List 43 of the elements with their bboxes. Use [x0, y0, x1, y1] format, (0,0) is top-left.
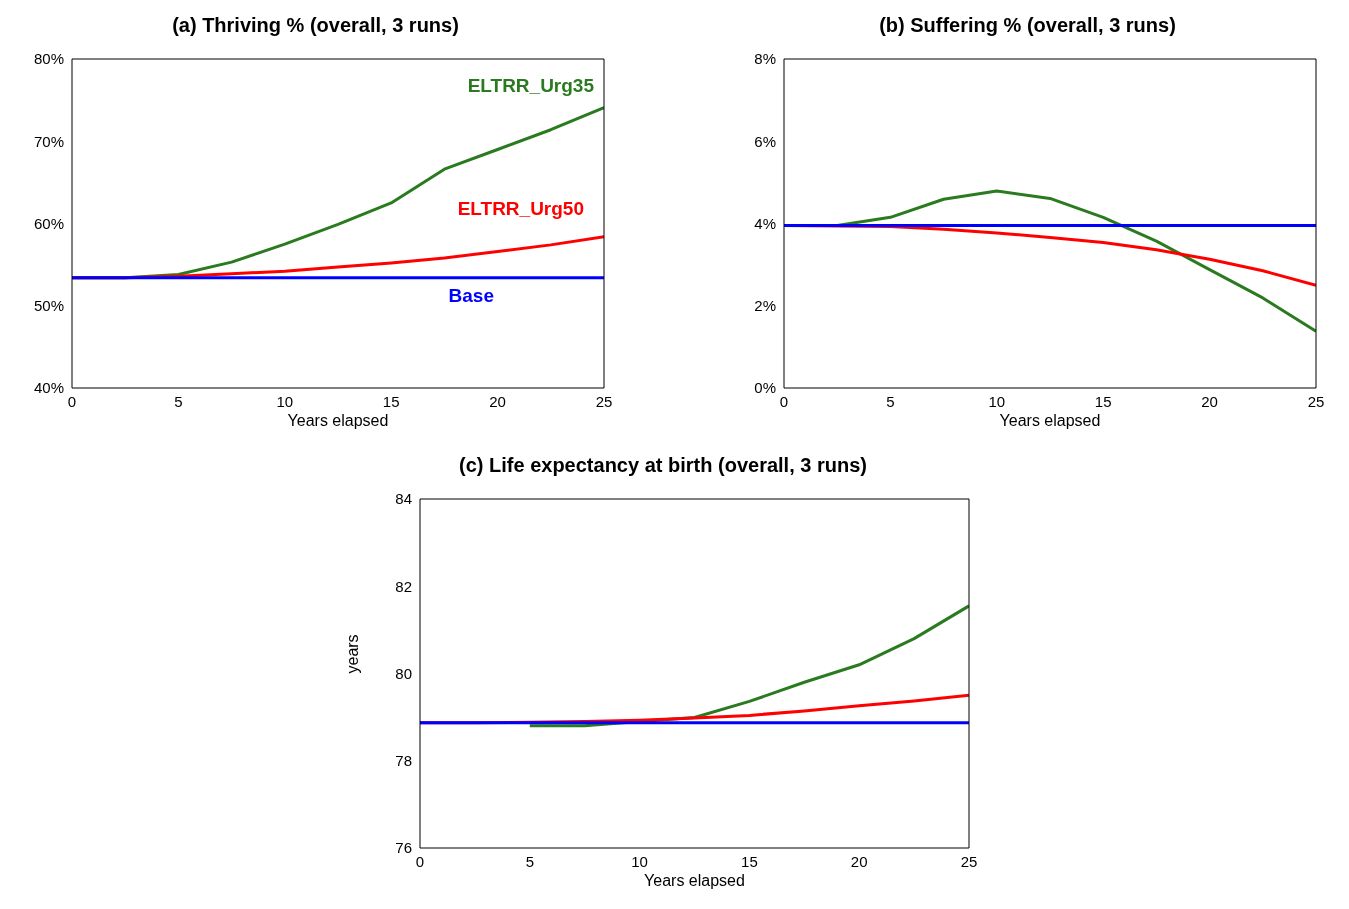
- x-tick-label: 20: [850, 852, 868, 870]
- chart-title: (a) Thriving % (overall, 3 runs): [171, 13, 460, 38]
- series-label: ELTRR_Urg35: [467, 74, 595, 96]
- x-tick-label: 20: [489, 392, 506, 410]
- x-tick-label: 10: [276, 392, 294, 410]
- y-tick-label: 8%: [754, 50, 776, 68]
- x-axis-title: Years elapsed: [644, 872, 745, 889]
- y-tick-label: 84: [395, 490, 412, 508]
- y-tick-label: 82: [395, 577, 412, 595]
- x-tick-label: 5: [886, 392, 895, 410]
- x-tick-label: 15: [1094, 392, 1112, 410]
- y-tick-label: 78: [395, 752, 412, 770]
- x-tick-label: 15: [741, 852, 758, 870]
- y-tick-label: 76: [395, 839, 412, 857]
- y-tick-label: 60%: [33, 214, 64, 232]
- x-tick-label: 5: [174, 392, 183, 410]
- y-tick-label: 4%: [754, 214, 776, 232]
- chart-title: (c) Life expectancy at birth (overall, 3 runs): [458, 453, 868, 478]
- series-label: ELTRR_Urg50: [457, 197, 584, 219]
- x-tick-label: 25: [595, 392, 613, 410]
- series-label: Base: [448, 284, 494, 306]
- x-tick-label: 0: [67, 392, 77, 410]
- x-axis-title: Years elapsed: [287, 412, 389, 429]
- x-tick-label: 5: [525, 852, 534, 870]
- x-tick-label: 25: [960, 852, 978, 870]
- x-tick-label: 0: [779, 392, 789, 410]
- y-tick-label: 80: [395, 664, 412, 682]
- x-tick-label: 25: [1307, 392, 1325, 410]
- x-tick-label: 15: [382, 392, 400, 410]
- y-tick-label: 70%: [33, 132, 64, 150]
- y-axis-title: years: [343, 634, 361, 674]
- x-tick-label: 20: [1201, 392, 1218, 410]
- y-tick-label: 2%: [754, 297, 776, 315]
- y-tick-label: 50%: [33, 297, 64, 315]
- y-tick-label: 6%: [754, 132, 776, 150]
- x-tick-label: 10: [631, 852, 648, 870]
- x-tick-label: 10: [988, 392, 1006, 410]
- y-tick-label: 40%: [33, 379, 64, 397]
- x-axis-title: Years elapsed: [999, 412, 1101, 429]
- x-tick-label: 0: [415, 852, 425, 870]
- y-tick-label: 0%: [754, 379, 776, 397]
- y-tick-label: 80%: [33, 50, 64, 68]
- chart-title: (b) Suffering % (overall, 3 runs): [878, 13, 1177, 38]
